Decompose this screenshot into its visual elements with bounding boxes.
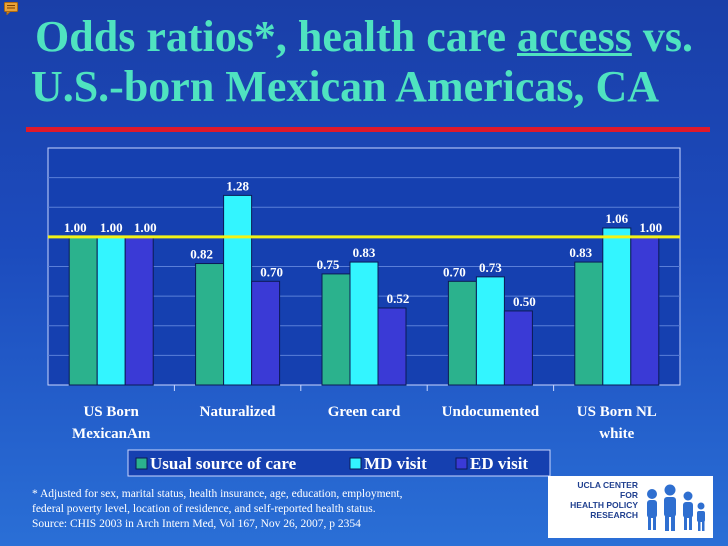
- bar: [96, 236, 126, 386]
- logo-line-2: HEALTH POLICY RESEARCH: [570, 500, 638, 520]
- title-line1-suffix: vs.: [631, 12, 693, 61]
- legend-swatch: [135, 457, 148, 470]
- x-tick-label: Undocumented: [442, 404, 540, 420]
- bar: [195, 263, 225, 386]
- bar: [377, 307, 407, 386]
- footnote-line-3: Source: CHIS 2003 in Arch Intern Med, Vo…: [32, 518, 361, 530]
- x-tick-label: US Born NL: [577, 404, 657, 420]
- bar: [630, 236, 660, 386]
- logo-line-1: UCLA CENTER FOR: [577, 480, 638, 500]
- logo-text: UCLA CENTER FOR HEALTH POLICY RESEARCH: [558, 480, 638, 520]
- footnote-line-1: * Adjusted for sex, marital status, heal…: [32, 488, 403, 500]
- bar: [68, 236, 98, 386]
- legend-label: MD visit: [364, 454, 427, 473]
- title-line1-prefix: Odds ratios*, health care: [35, 12, 517, 61]
- title-underlined-word: access: [517, 12, 632, 61]
- data-label: 1.00: [64, 220, 87, 235]
- data-label: 0.70: [260, 264, 283, 279]
- bar: [321, 273, 351, 386]
- title-divider: [26, 127, 710, 132]
- data-label: 1.28: [226, 178, 249, 193]
- speaker-notes-icon[interactable]: [4, 2, 18, 15]
- legend-label: ED visit: [470, 454, 528, 473]
- bar: [503, 310, 533, 386]
- x-tick-label: US Born: [83, 404, 139, 420]
- bar: [447, 280, 477, 386]
- x-tick-label: MexicanAm: [72, 426, 151, 442]
- data-label: 1.00: [639, 220, 662, 235]
- data-label: 0.50: [513, 294, 536, 309]
- data-label: 0.70: [443, 264, 466, 279]
- data-label: 0.83: [569, 245, 592, 260]
- legend: [127, 449, 551, 477]
- bar: [124, 236, 154, 386]
- ucla-logo: UCLA CENTER FOR HEALTH POLICY RESEARCH: [548, 476, 713, 538]
- x-tick-label: Green card: [328, 404, 401, 420]
- footnote: * Adjusted for sex, marital status, heal…: [32, 487, 552, 532]
- data-label: 0.52: [387, 291, 410, 306]
- title-line2: U.S.-born Mexican Americas, CA: [30, 62, 660, 111]
- bar: [251, 280, 281, 386]
- bar: [574, 261, 604, 386]
- data-label: 1.06: [605, 211, 628, 226]
- data-label: 0.73: [479, 260, 502, 275]
- bar: [475, 276, 505, 386]
- legend-label: Usual source of care: [150, 454, 297, 473]
- data-label: 1.00: [134, 220, 157, 235]
- bar: [223, 194, 253, 386]
- data-label: 1.00: [100, 220, 123, 235]
- data-label: 0.75: [317, 257, 340, 272]
- bar: [602, 227, 632, 386]
- family-figures-icon: [647, 484, 705, 531]
- slide-title: Odds ratios*, health care access vs. U.S…: [0, 12, 728, 112]
- footnote-line-2: federal poverty level, location of resid…: [32, 503, 376, 515]
- legend-swatch: [349, 457, 362, 470]
- x-tick-label: Naturalized: [200, 404, 276, 420]
- bar: [349, 261, 379, 386]
- data-label: 0.83: [353, 245, 376, 260]
- legend-swatch: [455, 457, 468, 470]
- x-tick-label: white: [599, 426, 634, 442]
- data-label: 0.82: [190, 247, 213, 262]
